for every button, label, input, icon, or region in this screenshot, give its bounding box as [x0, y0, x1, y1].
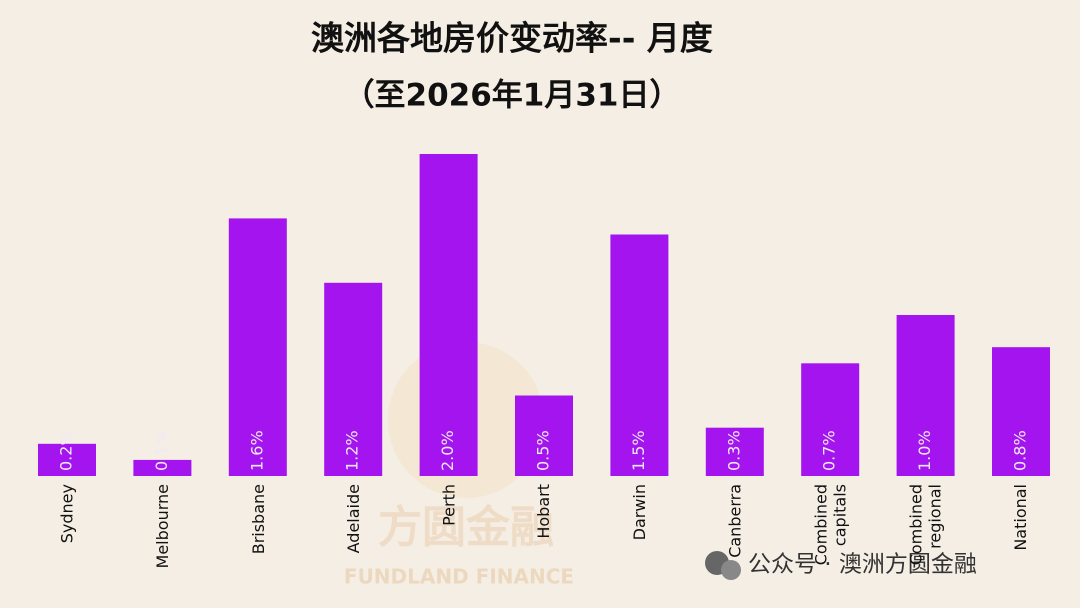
value-label: 0.1% — [152, 430, 171, 471]
x-tick-label: Perth — [439, 484, 459, 526]
watermark-text: 方圆金融 — [378, 502, 554, 553]
value-label: 2.0% — [438, 430, 457, 471]
bar — [38, 443, 96, 476]
bar — [992, 347, 1050, 476]
chart-subtitle: （至2026年1月31日） — [344, 78, 681, 114]
x-tick-label: Melbourne — [152, 484, 172, 569]
chart-title: 澳洲各地房价变动率-- 月度 — [311, 19, 713, 58]
bar — [801, 363, 860, 476]
value-label: 0.5% — [534, 430, 553, 471]
bar — [133, 459, 192, 476]
x-tick-label: Darwin — [629, 484, 649, 541]
x-tick-label: Canberra — [725, 484, 745, 558]
footer-text: 公众号 · 澳洲方圆金融 — [748, 552, 977, 578]
x-tick-label: Adelaide — [343, 484, 363, 554]
x-tick-label: Combined capitals — [811, 484, 850, 566]
bar — [324, 282, 383, 476]
bar — [705, 427, 764, 476]
x-tick-label: National — [1011, 484, 1031, 551]
wechat-icon — [705, 551, 741, 580]
bar — [228, 218, 287, 476]
value-label: 1.0% — [915, 430, 934, 471]
x-tick-label: Hobart — [534, 484, 554, 539]
value-label: 0.2% — [57, 430, 76, 471]
x-tick-label: Sydney — [57, 484, 77, 544]
value-label: 1.6% — [247, 430, 266, 471]
value-label: 0.3% — [724, 430, 743, 471]
bar — [896, 315, 955, 476]
x-tick-label: Combined regional — [906, 484, 945, 566]
value-label: 0.8% — [1011, 430, 1030, 471]
x-tick-label: Brisbane — [248, 484, 268, 555]
watermark-subtext: FUNDLAND FINANCE — [344, 565, 574, 589]
value-label: 0.7% — [820, 430, 839, 471]
value-label: 1.2% — [343, 430, 362, 471]
bar — [419, 154, 478, 476]
bar — [610, 234, 669, 476]
value-label: 1.5% — [629, 430, 648, 471]
bar — [515, 395, 573, 476]
